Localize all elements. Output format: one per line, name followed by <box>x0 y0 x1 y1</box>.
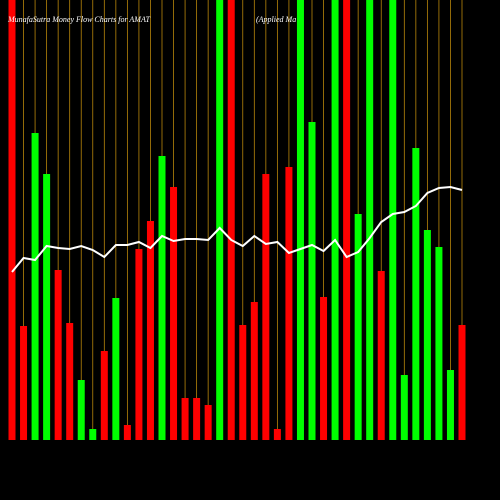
bar <box>193 398 201 440</box>
bar <box>146 221 154 440</box>
bar <box>20 326 28 440</box>
chart-subtitle: (Applied Ma <box>256 15 296 24</box>
bar <box>239 325 247 440</box>
bar <box>320 297 328 440</box>
bar <box>123 425 131 440</box>
bar <box>296 0 304 440</box>
bar <box>446 370 454 440</box>
bar <box>54 270 62 440</box>
bar <box>100 351 108 440</box>
bar <box>89 429 97 440</box>
bar <box>273 429 281 440</box>
bar <box>400 375 408 440</box>
bar <box>262 174 270 440</box>
bar <box>389 0 397 440</box>
bar <box>366 0 374 440</box>
bar <box>8 0 16 440</box>
bar <box>412 148 420 440</box>
money-flow-line <box>11 185 463 273</box>
bar <box>331 0 339 440</box>
bar <box>308 122 316 440</box>
bar <box>250 302 258 440</box>
bar <box>43 174 51 440</box>
bar <box>112 298 120 440</box>
bar <box>216 0 224 440</box>
bar <box>31 133 39 440</box>
bar <box>435 247 443 440</box>
bar <box>66 323 74 440</box>
chart-title: MunafaSutra Money Flow Charts for AMAT <box>7 15 151 24</box>
bar <box>285 167 293 440</box>
bar <box>458 325 466 440</box>
bar <box>77 380 85 440</box>
bar <box>354 214 362 440</box>
bar <box>158 156 166 440</box>
bar <box>170 187 178 440</box>
bar <box>135 249 143 440</box>
bar <box>181 398 189 440</box>
bar <box>204 405 212 440</box>
bar <box>377 271 385 440</box>
bar <box>423 230 431 440</box>
bar <box>343 0 351 440</box>
bars <box>8 0 466 440</box>
bar <box>227 0 235 440</box>
